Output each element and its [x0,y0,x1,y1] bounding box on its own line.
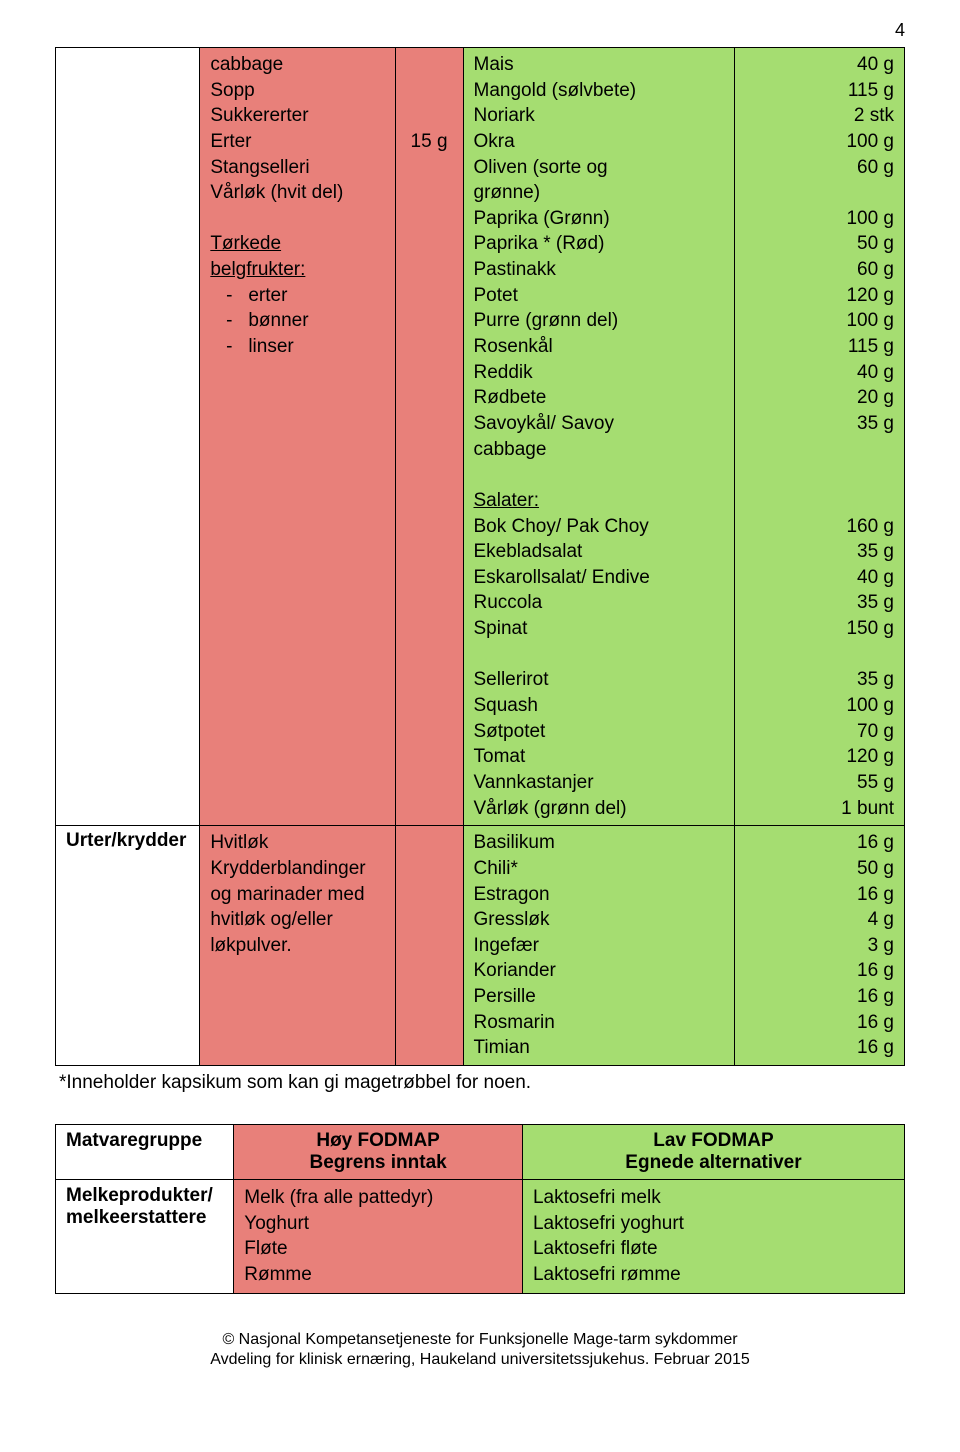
food-table-2: Matvaregruppe Høy FODMAPBegrens inntak L… [55,1124,905,1294]
footnote: *Inneholder kapsikum som kan gi magetrøb… [59,1072,901,1094]
low-fodmap-cell: MaisMangold (sølvbete)NoriarkOkraOliven … [463,48,735,826]
t2-hdr-cat: Matvaregruppe [56,1124,234,1179]
category-cell [56,48,200,826]
low-fodmap-cell: BasilikumChili*EstragonGressløkIngefærKo… [463,826,735,1066]
high-fodmap-amount-cell: 15 g [395,48,463,826]
t2-red-cell: Melk (fra alle pattedyr)YoghurtFløteRømm… [234,1179,523,1293]
high-fodmap-cell: HvitløkKrydderblandingerog marinader med… [200,826,395,1066]
footer-line-2: Avdeling for klinisk ernæring, Haukeland… [55,1350,905,1371]
low-fodmap-amount-cell: 16 g50 g16 g4 g3 g16 g16 g16 g16 g [735,826,905,1066]
footer: © Nasjonal Kompetansetjeneste for Funksj… [55,1330,905,1372]
t2-green-cell: Laktosefri melkLaktosefri yoghurtLaktose… [522,1179,904,1293]
t2-hdr-green: Lav FODMAPEgnede alternativer [522,1124,904,1179]
high-fodmap-cell: cabbageSoppSukkererterErterStangselleriV… [200,48,395,826]
category-cell: Urter/krydder [56,826,200,1066]
page-number: 4 [55,20,905,41]
low-fodmap-amount-cell: 40 g115 g2 stk100 g60 g 100 g50 g60 g120… [735,48,905,826]
t2-cat-cell: Melkeprodukter/melkeerstattere [56,1179,234,1293]
high-fodmap-amount-cell [395,826,463,1066]
food-table-1: cabbageSoppSukkererterErterStangselleriV… [55,47,905,1066]
t2-hdr-red: Høy FODMAPBegrens inntak [234,1124,523,1179]
footer-line-1: © Nasjonal Kompetansetjeneste for Funksj… [55,1330,905,1351]
